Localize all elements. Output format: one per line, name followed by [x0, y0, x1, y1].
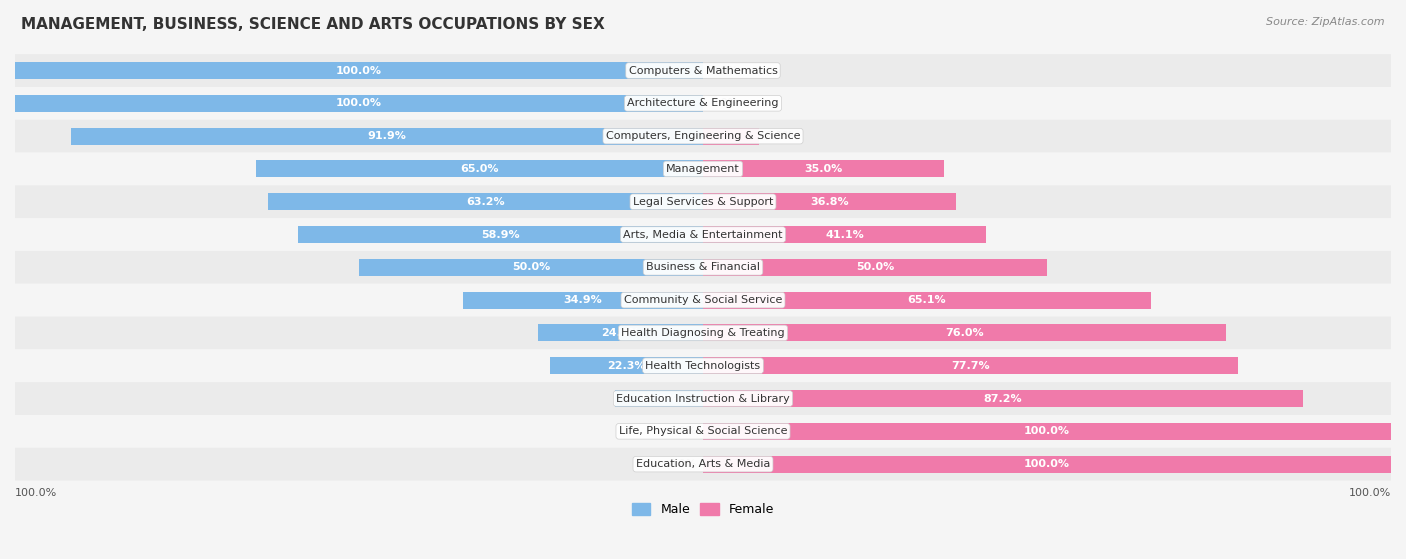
FancyBboxPatch shape — [15, 186, 1391, 218]
FancyBboxPatch shape — [15, 415, 1391, 448]
Bar — [359, 259, 703, 276]
Bar — [269, 193, 703, 210]
FancyBboxPatch shape — [15, 251, 1391, 284]
Text: 100.0%: 100.0% — [1024, 427, 1070, 437]
Bar — [256, 160, 703, 177]
Text: Computers & Mathematics: Computers & Mathematics — [628, 65, 778, 75]
Text: 100.0%: 100.0% — [1024, 459, 1070, 469]
FancyBboxPatch shape — [15, 120, 1391, 153]
Bar — [298, 226, 703, 243]
Text: 35.0%: 35.0% — [804, 164, 842, 174]
Bar — [703, 357, 1237, 375]
FancyBboxPatch shape — [15, 316, 1391, 349]
Legend: Male, Female: Male, Female — [627, 498, 779, 521]
FancyBboxPatch shape — [15, 284, 1391, 316]
Text: 100.0%: 100.0% — [336, 98, 382, 108]
Text: Community & Social Service: Community & Social Service — [624, 295, 782, 305]
Text: 24.0%: 24.0% — [602, 328, 640, 338]
Text: 91.9%: 91.9% — [367, 131, 406, 141]
Bar — [703, 423, 1391, 440]
Bar — [614, 390, 703, 407]
Bar — [703, 226, 986, 243]
Text: Health Technologists: Health Technologists — [645, 361, 761, 371]
Text: Life, Physical & Social Science: Life, Physical & Social Science — [619, 427, 787, 437]
FancyBboxPatch shape — [15, 54, 1391, 87]
Text: Education Instruction & Library: Education Instruction & Library — [616, 394, 790, 404]
Text: 50.0%: 50.0% — [512, 262, 550, 272]
Text: Legal Services & Support: Legal Services & Support — [633, 197, 773, 207]
Text: 100.0%: 100.0% — [336, 65, 382, 75]
Bar — [703, 292, 1152, 309]
Text: 50.0%: 50.0% — [856, 262, 894, 272]
Text: 22.3%: 22.3% — [607, 361, 645, 371]
Text: 76.0%: 76.0% — [945, 328, 984, 338]
Bar — [703, 127, 759, 145]
Text: Computers, Engineering & Science: Computers, Engineering & Science — [606, 131, 800, 141]
Text: 34.9%: 34.9% — [564, 295, 602, 305]
Text: 65.1%: 65.1% — [908, 295, 946, 305]
Text: Health Diagnosing & Treating: Health Diagnosing & Treating — [621, 328, 785, 338]
Bar — [463, 292, 703, 309]
Text: Education, Arts & Media: Education, Arts & Media — [636, 459, 770, 469]
Bar — [538, 324, 703, 342]
Text: Management: Management — [666, 164, 740, 174]
Text: 100.0%: 100.0% — [15, 488, 58, 498]
Text: Source: ZipAtlas.com: Source: ZipAtlas.com — [1267, 17, 1385, 27]
Text: 77.7%: 77.7% — [950, 361, 990, 371]
FancyBboxPatch shape — [15, 382, 1391, 415]
Text: 63.2%: 63.2% — [467, 197, 505, 207]
Text: 58.9%: 58.9% — [481, 230, 520, 240]
Bar — [703, 456, 1391, 473]
Text: 8.1%: 8.1% — [766, 131, 794, 141]
Text: 0.0%: 0.0% — [668, 427, 696, 437]
Bar — [70, 127, 703, 145]
Bar — [15, 95, 703, 112]
Bar — [703, 390, 1303, 407]
Text: 0.0%: 0.0% — [710, 98, 738, 108]
Text: 36.8%: 36.8% — [810, 197, 849, 207]
FancyBboxPatch shape — [15, 448, 1391, 481]
Text: 12.8%: 12.8% — [640, 394, 678, 404]
FancyBboxPatch shape — [15, 349, 1391, 382]
Text: 0.0%: 0.0% — [668, 459, 696, 469]
Text: 87.2%: 87.2% — [984, 394, 1022, 404]
Bar — [703, 324, 1226, 342]
Text: MANAGEMENT, BUSINESS, SCIENCE AND ARTS OCCUPATIONS BY SEX: MANAGEMENT, BUSINESS, SCIENCE AND ARTS O… — [21, 17, 605, 32]
Text: 65.0%: 65.0% — [460, 164, 499, 174]
FancyBboxPatch shape — [15, 87, 1391, 120]
Text: 0.0%: 0.0% — [710, 65, 738, 75]
Bar — [703, 160, 943, 177]
Text: Arts, Media & Entertainment: Arts, Media & Entertainment — [623, 230, 783, 240]
FancyBboxPatch shape — [15, 218, 1391, 251]
Text: 41.1%: 41.1% — [825, 230, 863, 240]
Text: Business & Financial: Business & Financial — [645, 262, 761, 272]
FancyBboxPatch shape — [15, 153, 1391, 186]
Bar — [703, 259, 1047, 276]
Bar — [703, 193, 956, 210]
Bar — [15, 62, 703, 79]
Text: 100.0%: 100.0% — [1348, 488, 1391, 498]
Bar — [550, 357, 703, 375]
Text: Architecture & Engineering: Architecture & Engineering — [627, 98, 779, 108]
